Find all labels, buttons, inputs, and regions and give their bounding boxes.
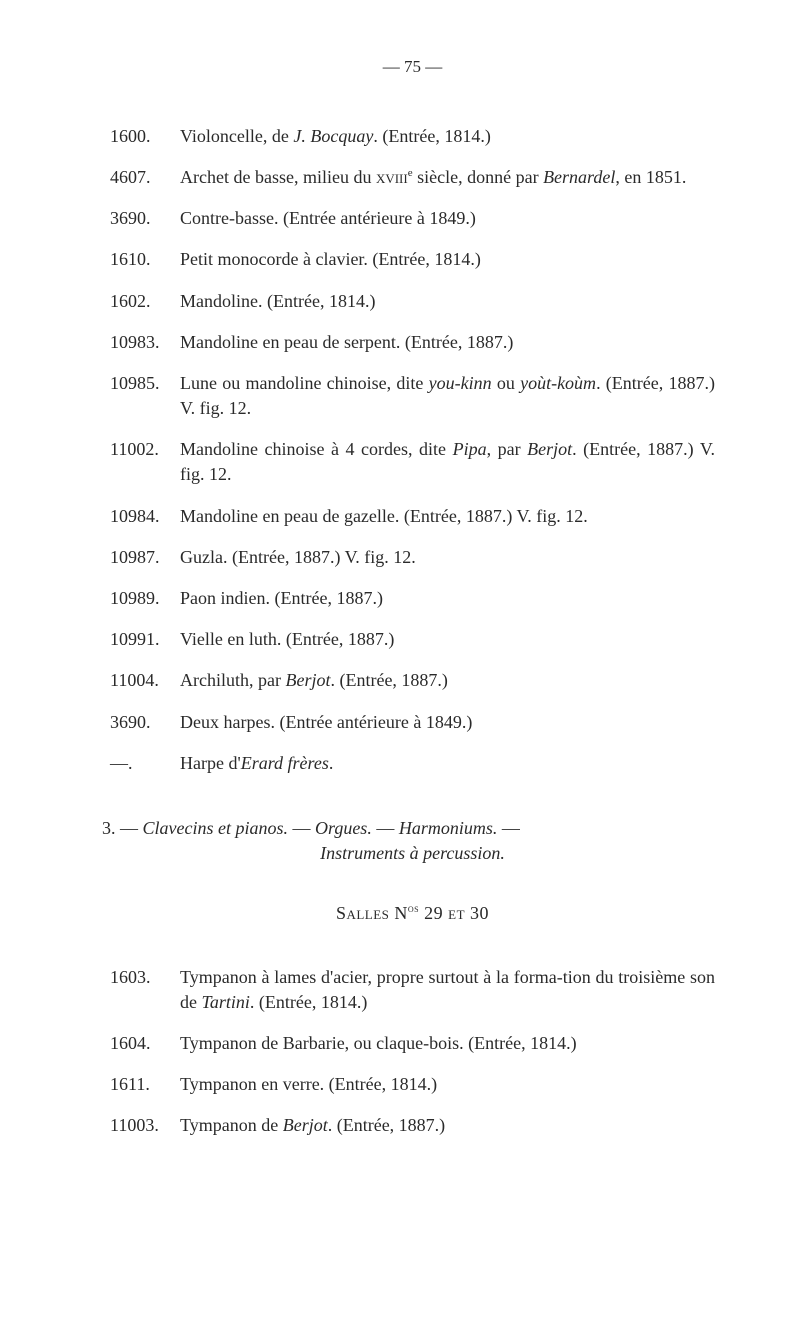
entry-text: Vielle en luth. (Entrée, 1887.) — [180, 627, 715, 652]
entry-number: 10983. — [110, 330, 180, 355]
entry-number: 1602. — [110, 289, 180, 314]
entry-text: Tympanon de Barbarie, ou claque-bois. (E… — [180, 1031, 715, 1056]
entry-number: 4607. — [110, 165, 180, 190]
catalog-entry: 3690.Deux harpes. (Entrée antérieure à 1… — [110, 710, 715, 735]
catalog-entry: 11004.Archiluth, par Berjot. (Entrée, 18… — [110, 668, 715, 693]
entry-text: Mandoline en peau de gazelle. (Entrée, 1… — [180, 504, 715, 529]
catalog-entry: 3690.Contre-basse. (Entrée antérieure à … — [110, 206, 715, 231]
entry-text: Harpe d'Erard frères. — [180, 751, 715, 776]
entry-number: 10985. — [110, 371, 180, 421]
section-header: 3. — Clavecins et pianos. — Orgues. — Ha… — [110, 816, 715, 866]
entry-number: 11002. — [110, 437, 180, 487]
catalog-entry: 10989.Paon indien. (Entrée, 1887.) — [110, 586, 715, 611]
catalog-entry: 4607.Archet de basse, milieu du xviiie s… — [110, 165, 715, 190]
entry-number: 10989. — [110, 586, 180, 611]
entry-text: Tympanon en verre. (Entrée, 1814.) — [180, 1072, 715, 1097]
entry-text: Archet de basse, milieu du xviiie siècle… — [180, 165, 715, 190]
entry-text: Guzla. (Entrée, 1887.) V. fig. 12. — [180, 545, 715, 570]
section-header-main: 3. — Clavecins et pianos. — Orgues. — Ha… — [110, 816, 715, 841]
catalog-entry: 1600.Violoncelle, de J. Bocquay. (Entrée… — [110, 124, 715, 149]
catalog-entry: 10984.Mandoline en peau de gazelle. (Ent… — [110, 504, 715, 529]
entry-text: Mandoline chinoise à 4 cordes, dite Pipa… — [180, 437, 715, 487]
catalog-entry: 10983.Mandoline en peau de serpent. (Ent… — [110, 330, 715, 355]
entry-number: 10984. — [110, 504, 180, 529]
entry-number: —. — [110, 751, 180, 776]
catalog-entry: 1602.Mandoline. (Entrée, 1814.) — [110, 289, 715, 314]
entry-text: Deux harpes. (Entrée antérieure à 1849.) — [180, 710, 715, 735]
entry-number: 1611. — [110, 1072, 180, 1097]
catalog-entry: 11002.Mandoline chinoise à 4 cordes, dit… — [110, 437, 715, 487]
entry-text: Mandoline. (Entrée, 1814.) — [180, 289, 715, 314]
entry-number: 11004. — [110, 668, 180, 693]
section-header-sub: Instruments à percussion. — [110, 841, 715, 866]
salles-header: Salles Nos 29 et 30 — [110, 901, 715, 926]
catalog-entry: —.Harpe d'Erard frères. — [110, 751, 715, 776]
catalog-entry: 1610.Petit monocorde à clavier. (Entrée,… — [110, 247, 715, 272]
entry-text: Tympanon de Berjot. (Entrée, 1887.) — [180, 1113, 715, 1138]
entry-number: 3690. — [110, 710, 180, 735]
entry-text: Lune ou mandoline chinoise, dite you-kin… — [180, 371, 715, 421]
entry-number: 1600. — [110, 124, 180, 149]
entry-text: Mandoline en peau de serpent. (Entrée, 1… — [180, 330, 715, 355]
entry-number: 10987. — [110, 545, 180, 570]
entry-text: Tympanon à lames d'acier, propre surtout… — [180, 965, 715, 1015]
entry-number: 1603. — [110, 965, 180, 1015]
catalog-entry: 1603.Tympanon à lames d'acier, propre su… — [110, 965, 715, 1015]
entry-number: 1604. — [110, 1031, 180, 1056]
entry-text: Contre-basse. (Entrée antérieure à 1849.… — [180, 206, 715, 231]
entry-text: Petit monocorde à clavier. (Entrée, 1814… — [180, 247, 715, 272]
catalog-entries-2: 1603.Tympanon à lames d'acier, propre su… — [110, 965, 715, 1139]
catalog-entry: 10987.Guzla. (Entrée, 1887.) V. fig. 12. — [110, 545, 715, 570]
catalog-entry: 1604.Tympanon de Barbarie, ou claque-boi… — [110, 1031, 715, 1056]
catalog-entry: 10991.Vielle en luth. (Entrée, 1887.) — [110, 627, 715, 652]
entry-number: 10991. — [110, 627, 180, 652]
entry-number: 11003. — [110, 1113, 180, 1138]
entry-text: Violoncelle, de J. Bocquay. (Entrée, 181… — [180, 124, 715, 149]
catalog-entry: 1611.Tympanon en verre. (Entrée, 1814.) — [110, 1072, 715, 1097]
catalog-entry: 11003.Tympanon de Berjot. (Entrée, 1887.… — [110, 1113, 715, 1138]
catalog-entries: 1600.Violoncelle, de J. Bocquay. (Entrée… — [110, 124, 715, 776]
entry-text: Paon indien. (Entrée, 1887.) — [180, 586, 715, 611]
entry-number: 3690. — [110, 206, 180, 231]
entry-text: Archiluth, par Berjot. (Entrée, 1887.) — [180, 668, 715, 693]
catalog-entry: 10985.Lune ou mandoline chinoise, dite y… — [110, 371, 715, 421]
entry-number: 1610. — [110, 247, 180, 272]
page-number: — 75 — — [110, 55, 715, 79]
